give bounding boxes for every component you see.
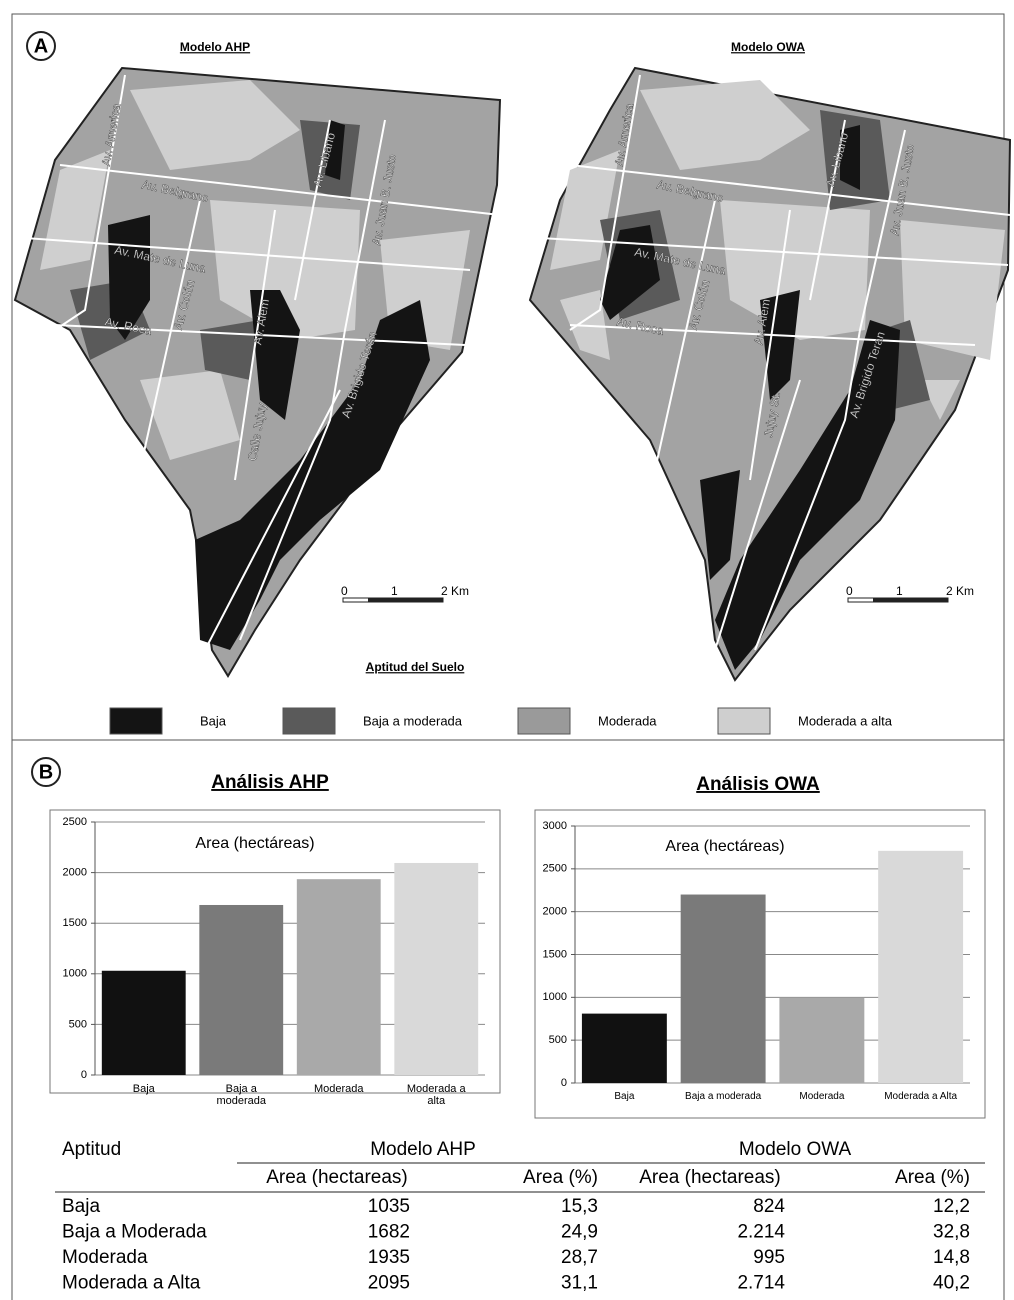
- y-tick-label: 500: [69, 1018, 87, 1030]
- chart-subtitle: Area (hectáreas): [665, 838, 784, 855]
- scale-label: 2 Km: [441, 584, 469, 598]
- y-tick-label: 0: [81, 1069, 87, 1081]
- legend-swatch: [718, 708, 770, 734]
- table-cell: 2095: [368, 1273, 410, 1294]
- table-cell: 15,3: [561, 1196, 598, 1217]
- legend-label: Moderada: [598, 713, 657, 728]
- scale-label: 0: [341, 584, 348, 598]
- panel-label: B: [39, 761, 53, 783]
- table-cell: 28,7: [561, 1247, 598, 1268]
- chart-subtitle: Area (hectáreas): [195, 835, 314, 852]
- table-cell: Baja a Moderada: [62, 1222, 207, 1243]
- legend-label: Baja a moderada: [363, 713, 463, 728]
- scale-bar: [368, 598, 393, 602]
- scale-bar: [898, 598, 948, 602]
- legend-title: Aptitud del Suelo: [366, 660, 465, 674]
- x-tick-label: Moderada: [773, 1091, 872, 1103]
- y-tick-label: 1000: [543, 991, 567, 1003]
- figure-canvas: A B Modelo AHP Modelo OWA Aptitud del Su…: [0, 0, 1014, 1300]
- x-tick-label: Baja: [575, 1091, 674, 1103]
- scale-label: 0: [846, 584, 853, 598]
- y-tick-label: 3000: [543, 820, 567, 832]
- x-tick-label: Baja a moderada: [674, 1091, 773, 1103]
- map-title: Modelo OWA: [731, 40, 805, 54]
- y-tick-label: 1500: [63, 917, 87, 929]
- y-tick-label: 2500: [63, 816, 87, 828]
- x-tick-label: Moderada: [303, 1083, 375, 1095]
- table-cell: 824: [753, 1196, 785, 1217]
- legend-swatch: [283, 708, 335, 734]
- scale-label: 1: [896, 584, 903, 598]
- table-header: Modelo AHP: [370, 1139, 476, 1160]
- bar: [394, 863, 478, 1075]
- scale-bar: [873, 598, 898, 602]
- bar: [199, 905, 283, 1075]
- chart-title: Análisis OWA: [696, 774, 820, 795]
- x-tick-label: Moderada a Alta: [871, 1091, 970, 1103]
- table-cell: 2.214: [737, 1222, 785, 1243]
- table-cell: 1682: [368, 1222, 410, 1243]
- table-cell: 995: [753, 1247, 785, 1268]
- table-cell: 32,8: [933, 1222, 970, 1243]
- legend-label: Moderada a alta: [798, 713, 893, 728]
- table-header: Modelo OWA: [739, 1139, 852, 1160]
- y-tick-label: 1500: [543, 948, 567, 960]
- scale-bar: [393, 598, 443, 602]
- legend-swatch: [518, 708, 570, 734]
- map: [530, 68, 1010, 680]
- y-tick-label: 0: [561, 1077, 567, 1089]
- map-title: Modelo AHP: [180, 40, 250, 54]
- bar: [779, 998, 864, 1083]
- x-tick-label: Baja: [108, 1083, 180, 1095]
- map: [15, 68, 500, 676]
- table-subheader: Area (hectareas): [266, 1167, 408, 1188]
- table-cell: Moderada a Alta: [62, 1273, 201, 1294]
- table-subheader: Area (%): [895, 1167, 970, 1188]
- y-tick-label: 1000: [63, 968, 87, 980]
- table-subheader: Area (%): [523, 1167, 598, 1188]
- y-tick-label: 2500: [543, 863, 567, 875]
- bar: [681, 895, 766, 1083]
- table-cell: Baja: [62, 1196, 100, 1217]
- table-cell: Moderada: [62, 1247, 148, 1268]
- table-cell: 2.714: [737, 1273, 785, 1294]
- table-cell: 31,1: [561, 1273, 598, 1294]
- panel-label: A: [34, 35, 48, 57]
- chart-title: Análisis AHP: [211, 772, 329, 793]
- x-tick-label: Baja a moderada: [205, 1083, 277, 1107]
- table-cell: 1935: [368, 1247, 410, 1268]
- table-cell: 24,9: [561, 1222, 598, 1243]
- scale-label: 2 Km: [946, 584, 974, 598]
- y-tick-label: 500: [549, 1034, 567, 1046]
- table-cell: 14,8: [933, 1247, 970, 1268]
- table-subheader: Area (hectareas): [639, 1167, 781, 1188]
- x-tick-label: Moderada a alta: [400, 1083, 472, 1107]
- table-header: Aptitud: [62, 1139, 121, 1160]
- table-cell: 1035: [368, 1196, 410, 1217]
- legend-swatch: [110, 708, 162, 734]
- table-cell: 12,2: [933, 1196, 970, 1217]
- bar: [582, 1014, 667, 1083]
- y-tick-label: 2000: [543, 906, 567, 918]
- y-tick-label: 2000: [63, 867, 87, 879]
- figure: A B Modelo AHP Modelo OWA Aptitud del Su…: [0, 0, 1014, 1300]
- scale-label: 1: [391, 584, 398, 598]
- legend-label: Baja: [200, 713, 227, 728]
- bar: [297, 879, 381, 1075]
- bar: [878, 851, 963, 1083]
- bar: [102, 971, 186, 1075]
- table-cell: 40,2: [933, 1273, 970, 1294]
